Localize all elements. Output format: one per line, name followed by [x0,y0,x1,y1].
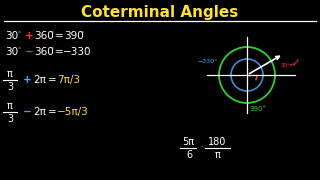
Text: =: = [48,75,57,85]
Text: 180: 180 [208,137,226,147]
Text: =: = [48,107,57,117]
Text: π: π [7,101,13,111]
Text: 5π: 5π [182,137,194,147]
Text: −330: −330 [63,47,92,57]
Text: °: ° [17,31,20,36]
Text: 30°: 30° [281,62,291,68]
Text: °: ° [50,47,53,52]
Text: =: = [55,47,64,57]
Text: 3: 3 [7,114,13,124]
Text: 30: 30 [5,47,18,57]
Text: π: π [215,150,221,160]
Text: Coterminal Angles: Coterminal Angles [81,4,239,19]
Text: 360: 360 [34,47,54,57]
Text: 2π: 2π [33,75,46,85]
Text: °: ° [222,138,225,143]
Text: °: ° [80,31,83,36]
Text: 30: 30 [5,31,18,41]
Text: 7π/3: 7π/3 [57,75,80,85]
Text: =: = [55,31,64,41]
Text: °: ° [17,47,20,52]
Text: +: + [23,75,32,85]
Text: 390°: 390° [249,106,266,112]
Text: −: − [23,107,32,117]
Text: −: − [25,47,34,57]
Text: °: ° [50,31,53,36]
Text: 3: 3 [7,82,13,92]
Text: +: + [25,31,34,41]
Text: −330°: −330° [197,58,217,64]
Text: °: ° [84,47,87,52]
Text: 6: 6 [186,150,192,160]
Text: }: } [288,58,300,68]
Text: 360: 360 [34,31,54,41]
Text: 2π: 2π [33,107,46,117]
Text: −5π/3: −5π/3 [57,107,89,117]
Text: π: π [7,69,13,79]
Text: ·: · [200,141,204,154]
Text: 390: 390 [64,31,84,41]
